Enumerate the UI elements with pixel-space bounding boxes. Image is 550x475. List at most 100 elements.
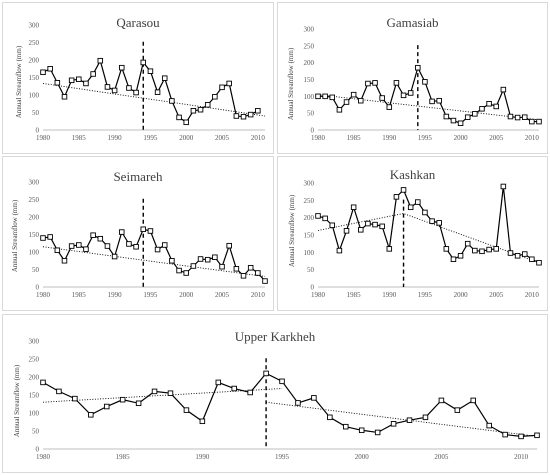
data-point (233, 266, 240, 272)
y-tick-label: 200 (29, 214, 40, 222)
data-point (126, 241, 132, 247)
data-point (464, 240, 471, 247)
data-point (111, 87, 118, 94)
y-tick-label: 50 (32, 109, 40, 117)
data-point (350, 91, 357, 98)
series-line (317, 186, 540, 264)
data-point (374, 429, 381, 436)
chart-title: Kashkan (389, 167, 436, 182)
data-point (393, 80, 400, 86)
data-point (40, 379, 46, 386)
x-tick-label: 2005 (434, 453, 449, 461)
y-tick-label: 100 (304, 93, 315, 101)
data-point (343, 99, 350, 105)
data-point (140, 226, 147, 232)
y-tick-label: 50 (307, 110, 315, 118)
data-point (386, 246, 393, 252)
trend-line (42, 388, 283, 403)
series-line (42, 228, 266, 282)
y-tick-label: 150 (29, 74, 40, 82)
y-tick-label: 0 (36, 284, 40, 292)
data-point (240, 273, 247, 279)
data-point (255, 107, 261, 114)
trend-line (266, 401, 538, 437)
x-tick-label: 2000 (454, 134, 469, 142)
data-point (97, 235, 104, 242)
data-point (514, 253, 521, 259)
data-point (486, 422, 492, 429)
data-point (322, 215, 328, 222)
data-point (443, 246, 450, 252)
data-point (54, 247, 61, 253)
data-point (464, 114, 471, 120)
data-point (226, 80, 232, 87)
data-point (358, 97, 364, 104)
data-point (390, 421, 397, 427)
y-tick-label: 150 (304, 232, 315, 240)
x-tick-label: 2005 (215, 291, 230, 299)
data-point (104, 243, 111, 249)
data-point (176, 267, 182, 274)
data-point (233, 113, 240, 119)
chart-panel-kashkan: Kashkan Annual Streamflow (mm) 0 50 100 150… (277, 156, 548, 311)
data-point (386, 104, 393, 110)
data-point (76, 76, 82, 82)
data-point (90, 71, 96, 77)
trend-line (317, 94, 540, 121)
data-point (429, 98, 435, 105)
y-tick-label: 100 (29, 249, 40, 257)
data-point (247, 264, 254, 271)
x-tick-label: 1990 (108, 134, 123, 142)
data-point (343, 423, 349, 430)
data-point (147, 228, 154, 234)
data-point (169, 257, 175, 264)
data-point (493, 246, 499, 252)
data-point (329, 222, 336, 229)
data-point (135, 400, 142, 407)
data-point (507, 113, 514, 120)
data-point (133, 89, 139, 96)
y-tick-label: 0 (311, 284, 315, 292)
data-point (61, 257, 68, 264)
x-tick-label: 1995 (143, 291, 158, 299)
data-point (161, 75, 168, 81)
data-point (438, 397, 445, 404)
trend-line (317, 213, 540, 264)
x-tick-label: 1980 (36, 453, 51, 461)
y-tick-label: 250 (304, 197, 315, 205)
data-point (212, 254, 218, 260)
x-tick-label: 1990 (108, 291, 123, 299)
data-point (190, 263, 197, 269)
y-tick-label: 50 (32, 266, 40, 274)
y-tick-label: 0 (311, 127, 315, 135)
data-point (507, 250, 514, 256)
data-point (415, 199, 421, 205)
y-tick-label: 150 (304, 76, 315, 84)
chart-plot: 0 50 100 150 200 250 300 1980 1985 1990 1995 2000 20… (304, 26, 542, 142)
data-point (126, 85, 132, 91)
data-point (54, 79, 61, 86)
data-point (358, 227, 364, 233)
data-point (68, 243, 75, 249)
data-point (536, 118, 542, 125)
data-point (151, 388, 158, 395)
data-point (247, 111, 254, 118)
data-point (450, 256, 457, 263)
data-point (472, 247, 478, 254)
x-tick-label: 2010 (251, 291, 266, 299)
data-point (315, 213, 321, 219)
data-point (502, 431, 508, 438)
data-point (336, 247, 343, 254)
data-point (215, 379, 222, 386)
chart-panel-seimareh: Seimareh Annual Streamflow (mm) 0 50 100 15… (2, 156, 274, 311)
data-point (88, 412, 94, 418)
data-point (147, 68, 154, 74)
data-point (514, 114, 521, 121)
y-tick-label: 150 (29, 231, 40, 239)
y-tick-label: 250 (29, 356, 40, 364)
y-tick-label: 200 (304, 214, 315, 222)
data-point (500, 183, 507, 190)
data-point (422, 414, 429, 421)
data-point (518, 433, 524, 440)
data-point (358, 427, 365, 434)
